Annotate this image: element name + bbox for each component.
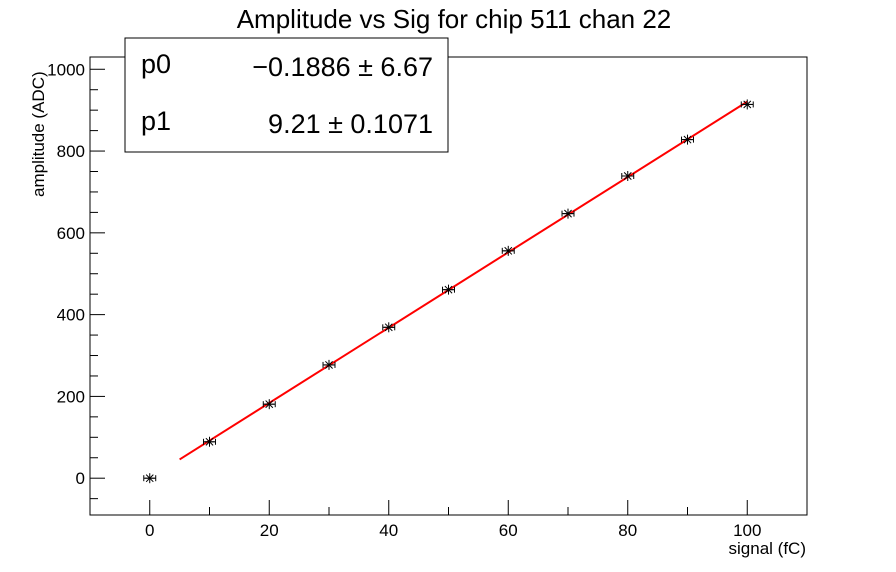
- star-marker-stroke: [623, 172, 632, 180]
- star-marker-stroke: [265, 400, 274, 409]
- x-tick-label: 80: [618, 521, 637, 540]
- x-tick-label: 60: [499, 521, 518, 540]
- star-marker-stroke: [325, 360, 333, 369]
- y-tick-label: 1000: [47, 60, 85, 79]
- y-tick-label: 800: [57, 142, 85, 161]
- x-axis-label: signal (fC): [729, 539, 806, 558]
- star-marker-stroke: [504, 246, 513, 255]
- stats-p1-name: p1: [141, 106, 171, 136]
- y-tick-label: 200: [57, 387, 85, 406]
- star-marker-stroke: [444, 285, 453, 294]
- data-point: [382, 322, 396, 333]
- star-marker-stroke: [683, 135, 692, 144]
- data-point: [143, 473, 157, 484]
- data-point: [501, 245, 515, 256]
- stats-box-frame: [124, 37, 449, 153]
- chart-title: Amplitude vs Sig for chip 511 chan 22: [237, 4, 672, 34]
- data-point: [262, 399, 276, 410]
- x-tick-label: 20: [260, 521, 279, 540]
- data-point: [442, 284, 455, 295]
- star-marker-stroke: [145, 474, 154, 483]
- data-point: [561, 208, 575, 219]
- star-marker-stroke: [384, 323, 393, 332]
- y-axis-label: amplitude (ADC): [29, 71, 48, 197]
- x-tick-label: 40: [379, 521, 398, 540]
- y-tick-label: 0: [76, 469, 85, 488]
- star-marker-stroke: [743, 100, 752, 109]
- data-point: [621, 170, 635, 181]
- star-marker-stroke: [205, 437, 214, 446]
- data-point: [740, 99, 754, 110]
- data-point: [203, 436, 216, 447]
- data-point: [322, 359, 336, 370]
- stats-box: p0 −0.1886 ± 6.67 p1 9.21 ± 0.1071: [124, 37, 449, 153]
- x-tick-label: 100: [733, 521, 761, 540]
- stats-p0-value: −0.1886 ± 6.67: [252, 52, 433, 82]
- fit-line: [179, 100, 748, 461]
- stats-p0-name: p0: [141, 49, 171, 79]
- data-point: [681, 134, 694, 145]
- stats-p1-value: 9.21 ± 0.1071: [268, 109, 433, 139]
- y-tick-label: 600: [57, 224, 85, 243]
- star-marker-stroke: [564, 209, 572, 218]
- y-tick-label: 400: [57, 306, 85, 325]
- x-tick-label: 0: [145, 521, 154, 540]
